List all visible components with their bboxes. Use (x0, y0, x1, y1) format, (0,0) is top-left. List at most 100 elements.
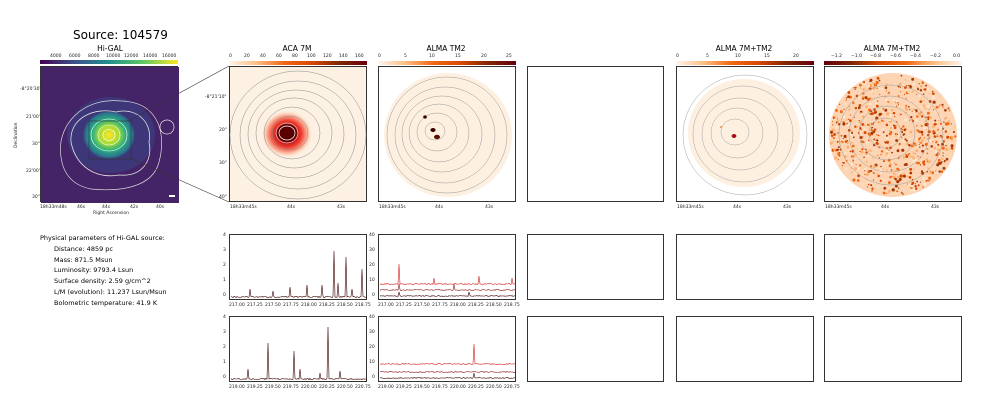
residual-speckle (891, 175, 893, 177)
tm2-row2-ytick: 10 (369, 360, 375, 365)
residual-speckle (937, 148, 941, 152)
residual-speckle (933, 146, 937, 150)
aca-row1-xticks: 217.00 217.25 217.50 217.75 218.00 218.2… (229, 303, 371, 309)
residual-speckle (844, 167, 848, 171)
residual-speckle (914, 187, 918, 190)
residual-speckle (844, 103, 847, 106)
residual-speckle (837, 152, 841, 156)
aca-xtick: 44s (287, 205, 296, 210)
residual-speckle (894, 177, 897, 181)
residual-speckle (937, 128, 939, 131)
residual-speckle (903, 134, 907, 138)
param-tbol: Bolometric temperature: 41.9 K (54, 298, 158, 307)
tm2-image (378, 66, 516, 202)
residual-speckle (922, 126, 926, 130)
residual-speckle (861, 132, 863, 134)
residual-speckle (905, 104, 908, 107)
residual-speckle (844, 155, 847, 159)
residual-speckle (895, 97, 897, 99)
residual-speckle (837, 132, 839, 134)
residual-speckle (923, 88, 925, 91)
residual-speckle (903, 163, 907, 167)
residual-speckle (843, 105, 846, 108)
residual-speckle (943, 157, 945, 160)
higal-xtick: 42s (130, 205, 139, 210)
residual-speckle (876, 185, 879, 188)
residual-speckle (836, 128, 839, 131)
residual-speckle (925, 158, 929, 161)
residual-speckle (837, 146, 840, 149)
residual-speckle (859, 176, 861, 178)
xtick: 219.75 (432, 385, 448, 390)
xtick: 219.25 (247, 385, 263, 390)
residual-speckle (929, 106, 931, 108)
residual-speckle (922, 177, 926, 181)
residual-speckle (897, 85, 900, 88)
residual-speckle (870, 127, 872, 129)
residual-speckle (900, 74, 903, 77)
residual-speckle (893, 126, 897, 130)
residual-speckle (856, 125, 859, 128)
aca-title: ACA 7M (282, 44, 312, 53)
residual-speckle (847, 95, 850, 99)
aca-row2-xticks: 219.00 219.25 219.50 219.75 220.00 220.2… (229, 385, 371, 391)
higal-colorbar (40, 60, 178, 64)
residual-speckle (879, 172, 882, 175)
residual-speckle (871, 90, 874, 93)
empty-spectrum-panel (824, 316, 962, 382)
residual-speckle (930, 172, 932, 175)
residual-speckle (847, 91, 851, 94)
higal-xtick: 46s (77, 205, 86, 210)
xtick: 217.50 (265, 303, 281, 308)
residual-speckle (848, 152, 850, 154)
cbar-tick: 10 (735, 54, 741, 59)
residual-speckle (863, 141, 865, 144)
residual-speckle (859, 120, 862, 123)
xtick: 219.50 (265, 385, 281, 390)
xtick: 217.50 (414, 303, 430, 308)
residual-speckle (879, 179, 882, 182)
residual-speckle (842, 134, 844, 136)
spectrum-tm2-row1 (378, 234, 517, 300)
higal-title: Hi-GAL (97, 44, 123, 53)
residual-speckle (912, 160, 915, 163)
residual-speckle (932, 100, 936, 104)
residual-speckle (906, 175, 908, 178)
residual-speckle (868, 84, 871, 87)
cbar-tick: 15 (764, 54, 770, 59)
tm2-row1-xticks: 217.00 217.25 217.50 217.75 218.00 218.2… (378, 303, 520, 309)
aca-cbar-ticks: 0 20 40 60 80 100 120 140 160 (229, 54, 367, 60)
residual-speckle (844, 140, 848, 143)
cbar-tick: 80 (292, 54, 298, 59)
residual-speckle (869, 149, 872, 151)
residual-speckle (899, 113, 902, 116)
tm2-row2-ytick: 20 (369, 345, 375, 350)
residual-speckle (850, 167, 852, 169)
param-distance: Distance: 4859 pc (54, 244, 113, 253)
residual-speckle (927, 160, 931, 164)
residual-speckle (919, 97, 923, 100)
param-lm: L/M (evolution): 11.237 Lsun/Msun (54, 287, 167, 296)
cbar-tick: 16000 (162, 54, 177, 59)
residual-speckle (908, 108, 911, 111)
residual-speckle (852, 161, 855, 163)
residual-speckle (868, 98, 870, 101)
residual-speckle (913, 168, 915, 170)
residual-speckle (899, 146, 902, 149)
residual-speckle (901, 129, 904, 131)
xtick: 218.50 (486, 303, 502, 308)
residual-speckle (871, 83, 875, 87)
residual-speckle (901, 131, 904, 133)
residual-speckle (912, 82, 916, 86)
residual-speckle (872, 157, 874, 159)
residual-speckle (863, 131, 867, 135)
residual-speckle (932, 89, 934, 91)
residual-speckle (863, 124, 866, 126)
residual-speckle (873, 135, 877, 139)
residual-speckle (926, 87, 930, 91)
residual-speckle (855, 171, 858, 174)
residual-speckle (949, 123, 951, 125)
residual-speckle (848, 150, 850, 152)
residual-speckle (949, 144, 951, 147)
residual-speckle (893, 161, 895, 164)
